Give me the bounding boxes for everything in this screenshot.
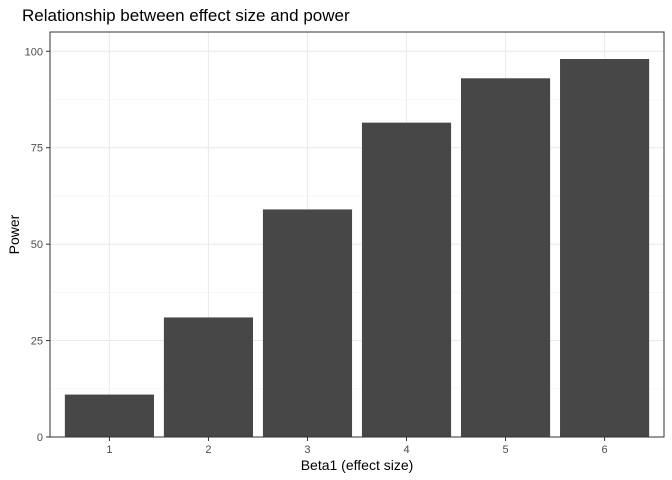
bar-1 xyxy=(64,394,154,437)
panel-border xyxy=(49,31,665,438)
bar-3 xyxy=(262,209,353,437)
x-tick-label: 4 xyxy=(403,444,409,456)
y-tick-label: 25 xyxy=(31,336,43,348)
bar-6 xyxy=(560,59,650,437)
bar-2 xyxy=(163,317,254,437)
x-tick-label: 5 xyxy=(502,444,508,456)
x-axis-title: Beta1 (effect size) xyxy=(301,457,414,473)
y-tick-label: 50 xyxy=(31,239,43,251)
plot-panel xyxy=(49,31,665,438)
y-axis: 0 25 50 75 100 xyxy=(25,46,50,444)
y-tick-label: 100 xyxy=(25,46,43,58)
y-tick-label: 0 xyxy=(37,432,43,444)
bar-5 xyxy=(460,78,551,438)
chart-title: Relationship between effect size and pow… xyxy=(22,6,350,25)
x-tick-label: 6 xyxy=(602,444,608,456)
x-tick-label: 3 xyxy=(304,444,310,456)
y-axis-title: Power xyxy=(6,214,22,254)
x-tick-label: 1 xyxy=(106,444,112,456)
y-tick-label: 75 xyxy=(31,143,43,155)
bars xyxy=(64,59,650,438)
bar-4 xyxy=(361,122,452,438)
x-axis: 1 2 3 4 5 6 xyxy=(106,437,608,456)
x-tick-label: 2 xyxy=(205,444,211,456)
